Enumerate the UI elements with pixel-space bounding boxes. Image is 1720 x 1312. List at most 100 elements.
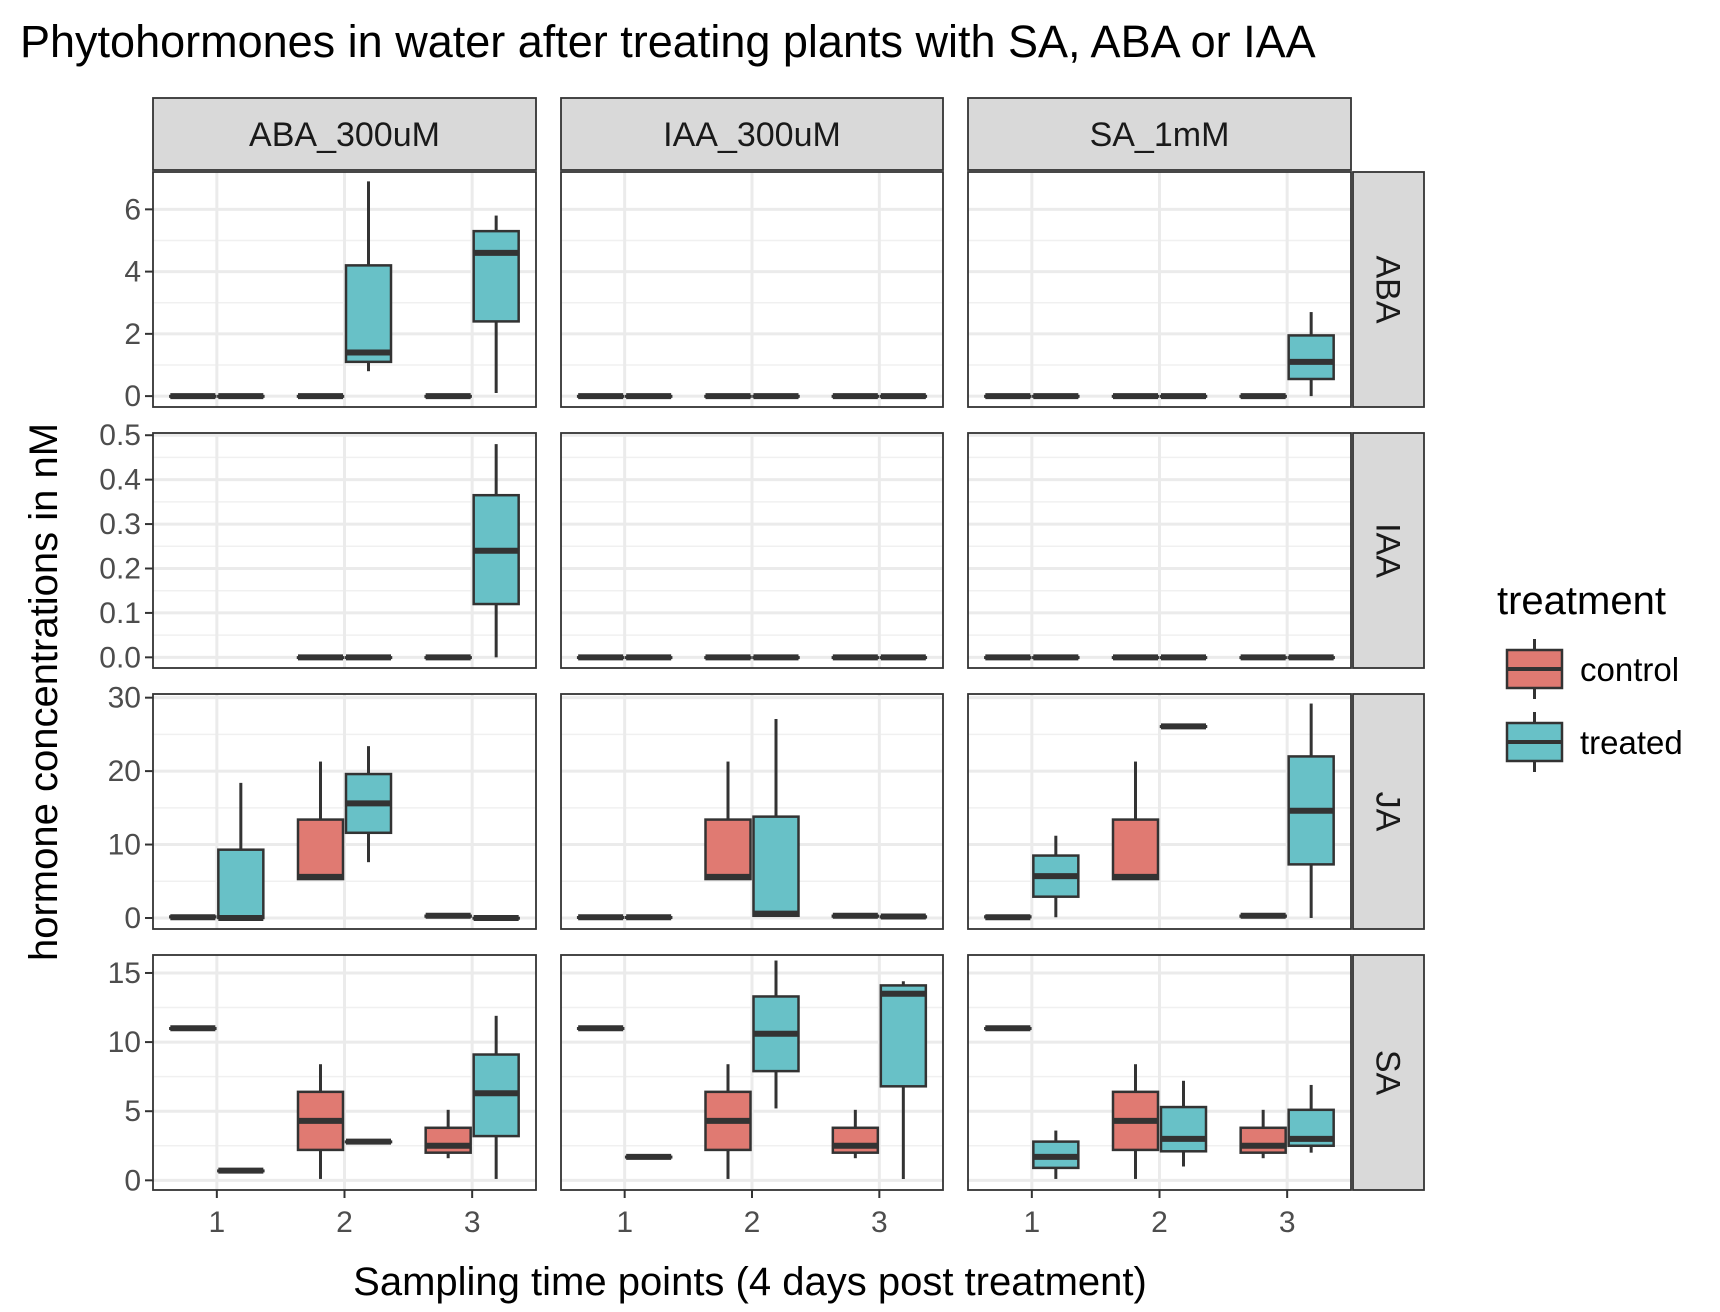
x-tick-label: 3 [1279,1206,1296,1239]
box-control-t3 [1239,912,1287,919]
box-treated-t2 [344,654,393,661]
column-strips: ABA_300uM IAA_300uM SA_1mM [152,97,1352,171]
panel-border [152,693,537,930]
box-control-t1 [576,654,625,661]
box-control-t2 [1111,761,1160,881]
box-control-t1 [984,393,1032,400]
row-strip-label: SA [1369,1050,1407,1096]
panel-IAA-ABA_300uM [152,432,537,669]
box-iqr [1159,1105,1208,1153]
column-strip-background [560,97,944,171]
box-treated-t3 [879,393,928,400]
y-tick-label: 0.4 [99,464,141,497]
row-strip-background [1352,693,1425,930]
column-strip-IAA_300uM: IAA_300uM [560,97,944,171]
legend-label-control: control [1580,651,1679,688]
box-iqr [424,1126,472,1154]
box-control-t3 [424,912,472,919]
box-control-t1 [984,914,1032,921]
legend-title: treatment [1497,579,1666,623]
box-control-t3 [424,393,472,400]
panel-SA-ABA_300uM [152,954,537,1191]
box-treated-t1 [624,1153,673,1160]
box-control-t1 [984,1025,1032,1032]
panel-border [967,171,1352,408]
box-treated-t1 [217,1167,265,1174]
row-strip-label: IAA [1369,523,1407,578]
panel-border [560,171,944,408]
box-control-t2 [296,654,345,661]
y-tick-label: 0.1 [99,597,141,630]
box-treated-t3 [879,913,928,920]
panel-ABA-IAA_300uM [560,171,944,408]
x-tick-label: 2 [1151,1206,1168,1239]
box-control-t3 [831,393,880,400]
panel-border [560,693,944,930]
box-treated-t2 [344,181,393,372]
panel-JA-SA_1mM [967,693,1352,930]
box-iqr [344,264,393,364]
y-tick-label: 30 [108,682,141,715]
box-iqr [1111,818,1160,881]
box-iqr [472,229,520,323]
row-strip-SA: SA [1352,954,1425,1191]
column-strip-background [967,97,1352,171]
y-tick-label: 4 [124,256,141,289]
legend: treatment control treated [1497,579,1683,772]
box-treated-t3 [472,1015,520,1179]
box-treated-t2 [344,746,393,863]
y-tick-label: 0.0 [99,641,141,674]
box-iqr [879,984,928,1088]
box-control-t1 [576,393,625,400]
box-treated-t3 [472,914,520,921]
legend-label-treated: treated [1580,724,1683,761]
x-tick-label: 2 [336,1206,353,1239]
box-treated-t3 [1287,703,1335,918]
box-treated-t1 [217,782,265,921]
box-control-t3 [424,654,472,661]
x-tick-label: 3 [464,1206,481,1239]
panel-SA-IAA_300uM [560,954,944,1191]
x-axis: 1 2 3 1 2 3 1 2 3 [208,1190,1296,1239]
x-tick-label: 1 [208,1206,225,1239]
y-tick-label: 15 [108,957,141,990]
box-control-t1 [576,914,625,921]
box-treated-t2 [1159,393,1208,400]
panel-border [152,171,537,408]
panel-border [152,432,537,669]
panel-border [967,432,1352,669]
box-treated-t1 [624,654,673,661]
box-treated-t3 [879,654,928,661]
panel-JA-ABA_300uM [152,693,537,930]
x-tick-label: 3 [871,1206,888,1239]
box-control-t3 [831,654,880,661]
row-strips: ABA IAA JA SA [1352,171,1425,1191]
y-tick-label: 0 [124,1164,141,1197]
panel-border [967,693,1352,930]
box-treated-t2 [344,1138,393,1145]
y-tick-label: 0.2 [99,552,141,585]
box-control-t3 [1239,393,1287,400]
column-strip-label: IAA_300uM [663,116,841,154]
box-treated-t1 [217,393,265,400]
box-treated-t1 [1032,835,1080,918]
box-control-t2 [1111,654,1160,661]
box-control-t3 [831,912,880,919]
panel-border [560,432,944,669]
y-tick-label: 0 [124,902,141,935]
y-tick-label: 0.5 [99,419,141,452]
box-iqr [1287,334,1335,381]
y-tick-label: 0.3 [99,508,141,541]
box-treated-t3 [1287,312,1335,397]
box-control-t2 [704,761,752,881]
box-treated-t2 [1159,1080,1208,1167]
box-control-t2 [1111,393,1160,400]
row-strip-JA: JA [1352,693,1425,930]
box-treated-t1 [1032,393,1080,400]
x-tick-label: 1 [616,1206,633,1239]
panel-ABA-ABA_300uM [152,171,537,408]
box-treated-t1 [1032,1130,1080,1179]
panel-IAA-IAA_300uM [560,432,944,669]
box-control-t2 [704,1064,752,1179]
